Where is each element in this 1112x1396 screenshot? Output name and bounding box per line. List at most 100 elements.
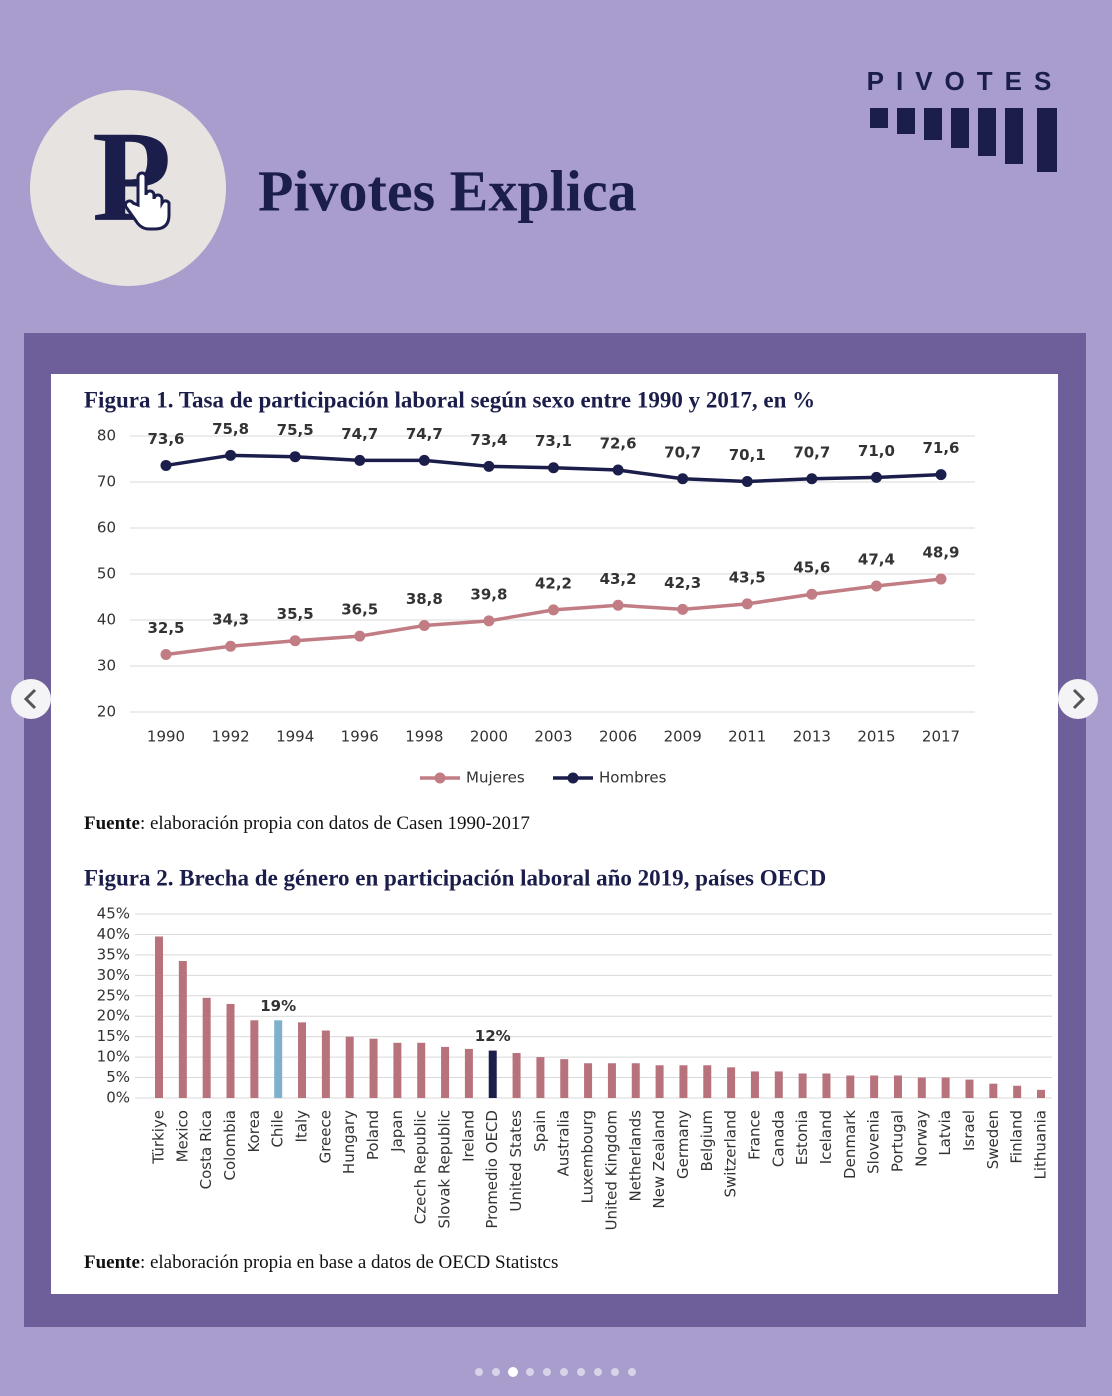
point bbox=[870, 471, 882, 483]
data-label: 74,7 bbox=[341, 425, 378, 443]
bar bbox=[274, 1020, 283, 1098]
point bbox=[160, 649, 172, 660]
point bbox=[741, 598, 753, 610]
logo-circle bbox=[30, 90, 226, 286]
dot bbox=[611, 1368, 619, 1376]
x-tick-label: Chile bbox=[269, 1110, 287, 1148]
point bbox=[741, 476, 753, 488]
next-button[interactable] bbox=[1058, 679, 1098, 719]
point bbox=[354, 630, 366, 642]
x-tick-label: Ireland bbox=[459, 1110, 477, 1162]
data-label: 19% bbox=[260, 997, 296, 1015]
point bbox=[677, 603, 689, 615]
point bbox=[160, 459, 172, 471]
bar bbox=[774, 1071, 783, 1098]
x-tick-label: Poland bbox=[364, 1110, 382, 1160]
bar bbox=[250, 1020, 259, 1098]
data-label: 35,5 bbox=[277, 605, 314, 623]
x-tick-label: 1996 bbox=[341, 728, 379, 746]
bar bbox=[441, 1046, 450, 1098]
bar bbox=[750, 1071, 759, 1098]
data-label: 70,1 bbox=[729, 446, 766, 464]
bar bbox=[965, 1079, 974, 1098]
card bbox=[51, 374, 1058, 1294]
x-tick-label: Denmark bbox=[841, 1110, 859, 1179]
data-label: 32,5 bbox=[147, 619, 184, 637]
bar bbox=[989, 1083, 998, 1098]
prev-button[interactable] bbox=[11, 679, 51, 719]
x-tick-label: Promedio OECD bbox=[483, 1110, 501, 1229]
data-label: 73,1 bbox=[535, 432, 572, 450]
y-tick-label: 30 bbox=[97, 657, 116, 675]
point bbox=[612, 464, 624, 476]
x-tick-label: Mexico bbox=[173, 1110, 191, 1162]
bar bbox=[870, 1075, 879, 1098]
bar bbox=[655, 1065, 664, 1098]
dot bbox=[492, 1368, 500, 1376]
point bbox=[418, 454, 430, 466]
y-tick-label: 25% bbox=[97, 986, 130, 1004]
bar bbox=[631, 1063, 640, 1098]
point bbox=[483, 460, 495, 472]
data-label: 75,5 bbox=[277, 421, 314, 439]
y-tick-label: 45% bbox=[97, 905, 130, 923]
chart-title: Figura 1. Tasa de participación laboral … bbox=[84, 387, 815, 412]
legend-label: Mujeres bbox=[466, 769, 525, 787]
prev-circle[interactable] bbox=[11, 679, 51, 719]
data-label: 73,6 bbox=[147, 430, 184, 448]
y-tick-label: 15% bbox=[97, 1027, 130, 1045]
point bbox=[677, 473, 689, 485]
dot bbox=[543, 1368, 551, 1376]
x-tick-label: New Zealand bbox=[650, 1110, 668, 1209]
bar bbox=[917, 1077, 926, 1098]
x-tick-label: Iceland bbox=[817, 1110, 835, 1164]
brand-bars bbox=[870, 108, 1057, 172]
x-tick-label: France bbox=[745, 1110, 763, 1160]
x-tick-label: United States bbox=[507, 1110, 525, 1212]
x-tick-label: Luxembourg bbox=[579, 1110, 597, 1204]
dot bbox=[628, 1368, 636, 1376]
chart-title: Figura 2. Brecha de género en participac… bbox=[84, 865, 826, 890]
x-tick-label: Germany bbox=[674, 1110, 692, 1179]
hand-icon bbox=[124, 171, 171, 231]
prev-arrow[interactable] bbox=[23, 688, 37, 710]
x-tick-label: Norway bbox=[912, 1110, 930, 1167]
x-tick-label: Belgium bbox=[698, 1110, 716, 1172]
bar bbox=[202, 997, 211, 1098]
x-tick-label: 1990 bbox=[147, 728, 185, 746]
bar bbox=[584, 1063, 593, 1098]
y-tick-label: 0% bbox=[106, 1089, 130, 1107]
x-tick-label: Türkiye bbox=[150, 1110, 168, 1165]
y-tick-label: 20% bbox=[97, 1007, 130, 1025]
bar bbox=[298, 1022, 307, 1098]
bar bbox=[798, 1073, 807, 1098]
bar bbox=[345, 1036, 354, 1098]
x-tick-label: Costa Rica bbox=[197, 1110, 215, 1189]
legend-marker bbox=[567, 772, 579, 784]
next-circle[interactable] bbox=[1058, 679, 1098, 719]
data-label: 75,8 bbox=[212, 420, 249, 438]
x-tick-label: Korea bbox=[245, 1110, 263, 1153]
bar bbox=[679, 1065, 688, 1098]
dot bbox=[508, 1367, 518, 1377]
y-tick-label: 5% bbox=[106, 1068, 130, 1086]
x-tick-label: Slovenia bbox=[865, 1110, 883, 1174]
legend-label: Hombres bbox=[599, 769, 667, 787]
data-label: 72,6 bbox=[600, 435, 637, 453]
x-tick-label: 2015 bbox=[857, 728, 895, 746]
x-tick-label: Greece bbox=[316, 1110, 334, 1163]
data-label: 38,8 bbox=[406, 590, 443, 608]
point bbox=[870, 580, 882, 592]
bar bbox=[226, 1003, 235, 1098]
data-label: 70,7 bbox=[664, 443, 701, 461]
x-tick-label: Colombia bbox=[221, 1110, 239, 1181]
x-tick-label: Japan bbox=[388, 1110, 406, 1153]
dot bbox=[526, 1368, 534, 1376]
dot bbox=[594, 1368, 602, 1376]
next-arrow[interactable] bbox=[1072, 688, 1086, 710]
point bbox=[418, 620, 430, 632]
bar bbox=[560, 1059, 569, 1098]
data-label: 43,5 bbox=[729, 568, 766, 586]
x-tick-label: 1998 bbox=[405, 728, 443, 746]
y-tick-label: 80 bbox=[97, 427, 116, 445]
